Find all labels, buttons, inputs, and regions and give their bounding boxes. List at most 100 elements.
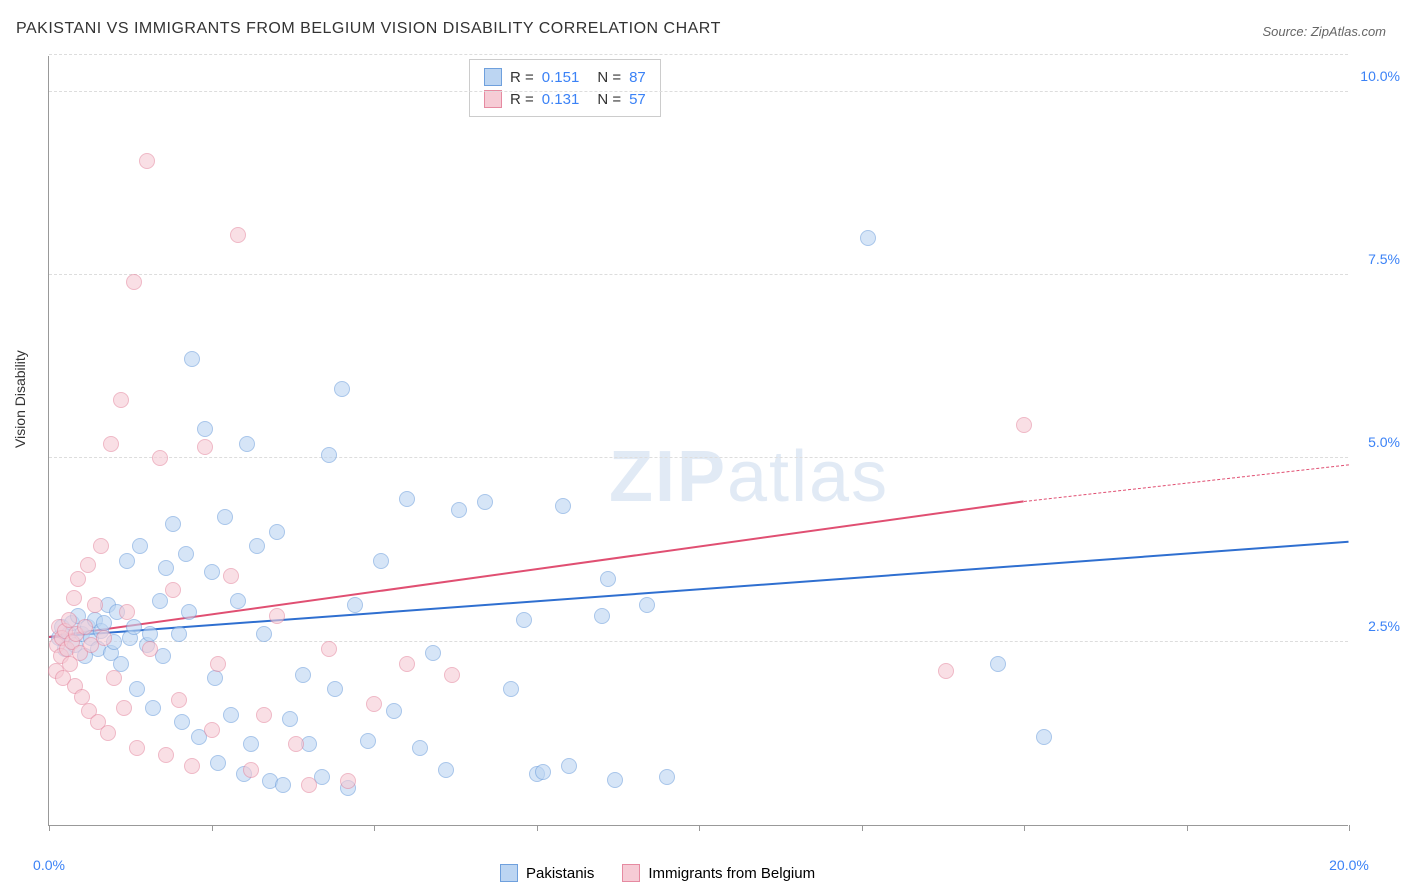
data-point <box>444 667 460 683</box>
data-point <box>126 619 142 635</box>
data-point <box>243 762 259 778</box>
data-point <box>152 450 168 466</box>
data-point <box>990 656 1006 672</box>
data-point <box>249 538 265 554</box>
stat-r-value: 0.151 <box>542 69 580 86</box>
data-point <box>340 773 356 789</box>
legend-item: Immigrants from Belgium <box>622 864 815 882</box>
data-point <box>659 769 675 785</box>
data-point <box>223 707 239 723</box>
data-point <box>301 777 317 793</box>
data-point <box>174 714 190 730</box>
data-point <box>210 656 226 672</box>
data-point <box>230 593 246 609</box>
x-tick <box>212 825 213 831</box>
stat-r-value: 0.131 <box>542 91 580 108</box>
y-tick-label: 7.5% <box>1368 251 1400 267</box>
data-point <box>477 494 493 510</box>
data-point <box>204 722 220 738</box>
data-point <box>113 656 129 672</box>
data-point <box>152 593 168 609</box>
data-point <box>938 663 954 679</box>
source-label: Source: ZipAtlas.com <box>1262 24 1386 39</box>
data-point <box>334 381 350 397</box>
data-point <box>1036 729 1052 745</box>
gridline <box>49 641 1348 642</box>
data-point <box>113 392 129 408</box>
watermark-bold: ZIP <box>609 437 727 517</box>
gridline <box>49 54 1348 55</box>
stat-n-value: 87 <box>629 69 646 86</box>
legend-swatch <box>484 90 502 108</box>
data-point <box>129 681 145 697</box>
chart-title: PAKISTANI VS IMMIGRANTS FROM BELGIUM VIS… <box>16 20 721 38</box>
data-point <box>106 670 122 686</box>
data-point <box>158 747 174 763</box>
stat-label: N = <box>597 69 621 86</box>
data-point <box>100 725 116 741</box>
data-point <box>600 571 616 587</box>
regression-line <box>49 500 1024 638</box>
data-point <box>207 670 223 686</box>
data-point <box>594 608 610 624</box>
data-point <box>399 491 415 507</box>
legend-label: Pakistanis <box>526 865 594 882</box>
data-point <box>288 736 304 752</box>
data-point <box>256 707 272 723</box>
bottom-legend: Pakistanis Immigrants from Belgium <box>500 864 815 882</box>
data-point <box>269 608 285 624</box>
data-point <box>165 516 181 532</box>
data-point <box>535 764 551 780</box>
data-point <box>158 560 174 576</box>
data-point <box>210 755 226 771</box>
data-point <box>197 439 213 455</box>
x-tick <box>699 825 700 831</box>
x-tick <box>1349 825 1350 831</box>
stat-label: R = <box>510 91 534 108</box>
data-point <box>129 740 145 756</box>
plot-area: ZIPatlas R =0.151N =87R =0.131N =57 2.5%… <box>48 56 1348 826</box>
data-point <box>347 597 363 613</box>
data-point <box>66 590 82 606</box>
data-point <box>145 700 161 716</box>
data-point <box>142 641 158 657</box>
data-point <box>561 758 577 774</box>
data-point <box>373 553 389 569</box>
x-tick <box>1187 825 1188 831</box>
data-point <box>103 436 119 452</box>
data-point <box>386 703 402 719</box>
stat-label: N = <box>597 91 621 108</box>
data-point <box>171 692 187 708</box>
regression-line <box>1024 465 1349 503</box>
data-point <box>119 553 135 569</box>
data-point <box>96 630 112 646</box>
y-axis-label: Vision Disability <box>12 350 28 448</box>
data-point <box>119 604 135 620</box>
data-point <box>96 615 112 631</box>
data-point <box>269 524 285 540</box>
data-point <box>412 740 428 756</box>
data-point <box>366 696 382 712</box>
data-point <box>360 733 376 749</box>
data-point <box>239 436 255 452</box>
data-point <box>197 421 213 437</box>
data-point <box>93 538 109 554</box>
data-point <box>223 568 239 584</box>
legend-item: Pakistanis <box>500 864 594 882</box>
data-point <box>639 597 655 613</box>
data-point <box>184 758 200 774</box>
legend-label: Immigrants from Belgium <box>648 865 815 882</box>
legend-swatch <box>500 864 518 882</box>
stats-legend: R =0.151N =87R =0.131N =57 <box>469 59 661 117</box>
data-point <box>87 597 103 613</box>
x-tick-label: 0.0% <box>33 857 65 873</box>
y-tick-label: 10.0% <box>1360 68 1400 84</box>
data-point <box>80 557 96 573</box>
data-point <box>321 447 337 463</box>
gridline <box>49 457 1348 458</box>
data-point <box>126 274 142 290</box>
y-tick-label: 5.0% <box>1368 434 1400 450</box>
x-tick <box>537 825 538 831</box>
stat-n-value: 57 <box>629 91 646 108</box>
data-point <box>503 681 519 697</box>
